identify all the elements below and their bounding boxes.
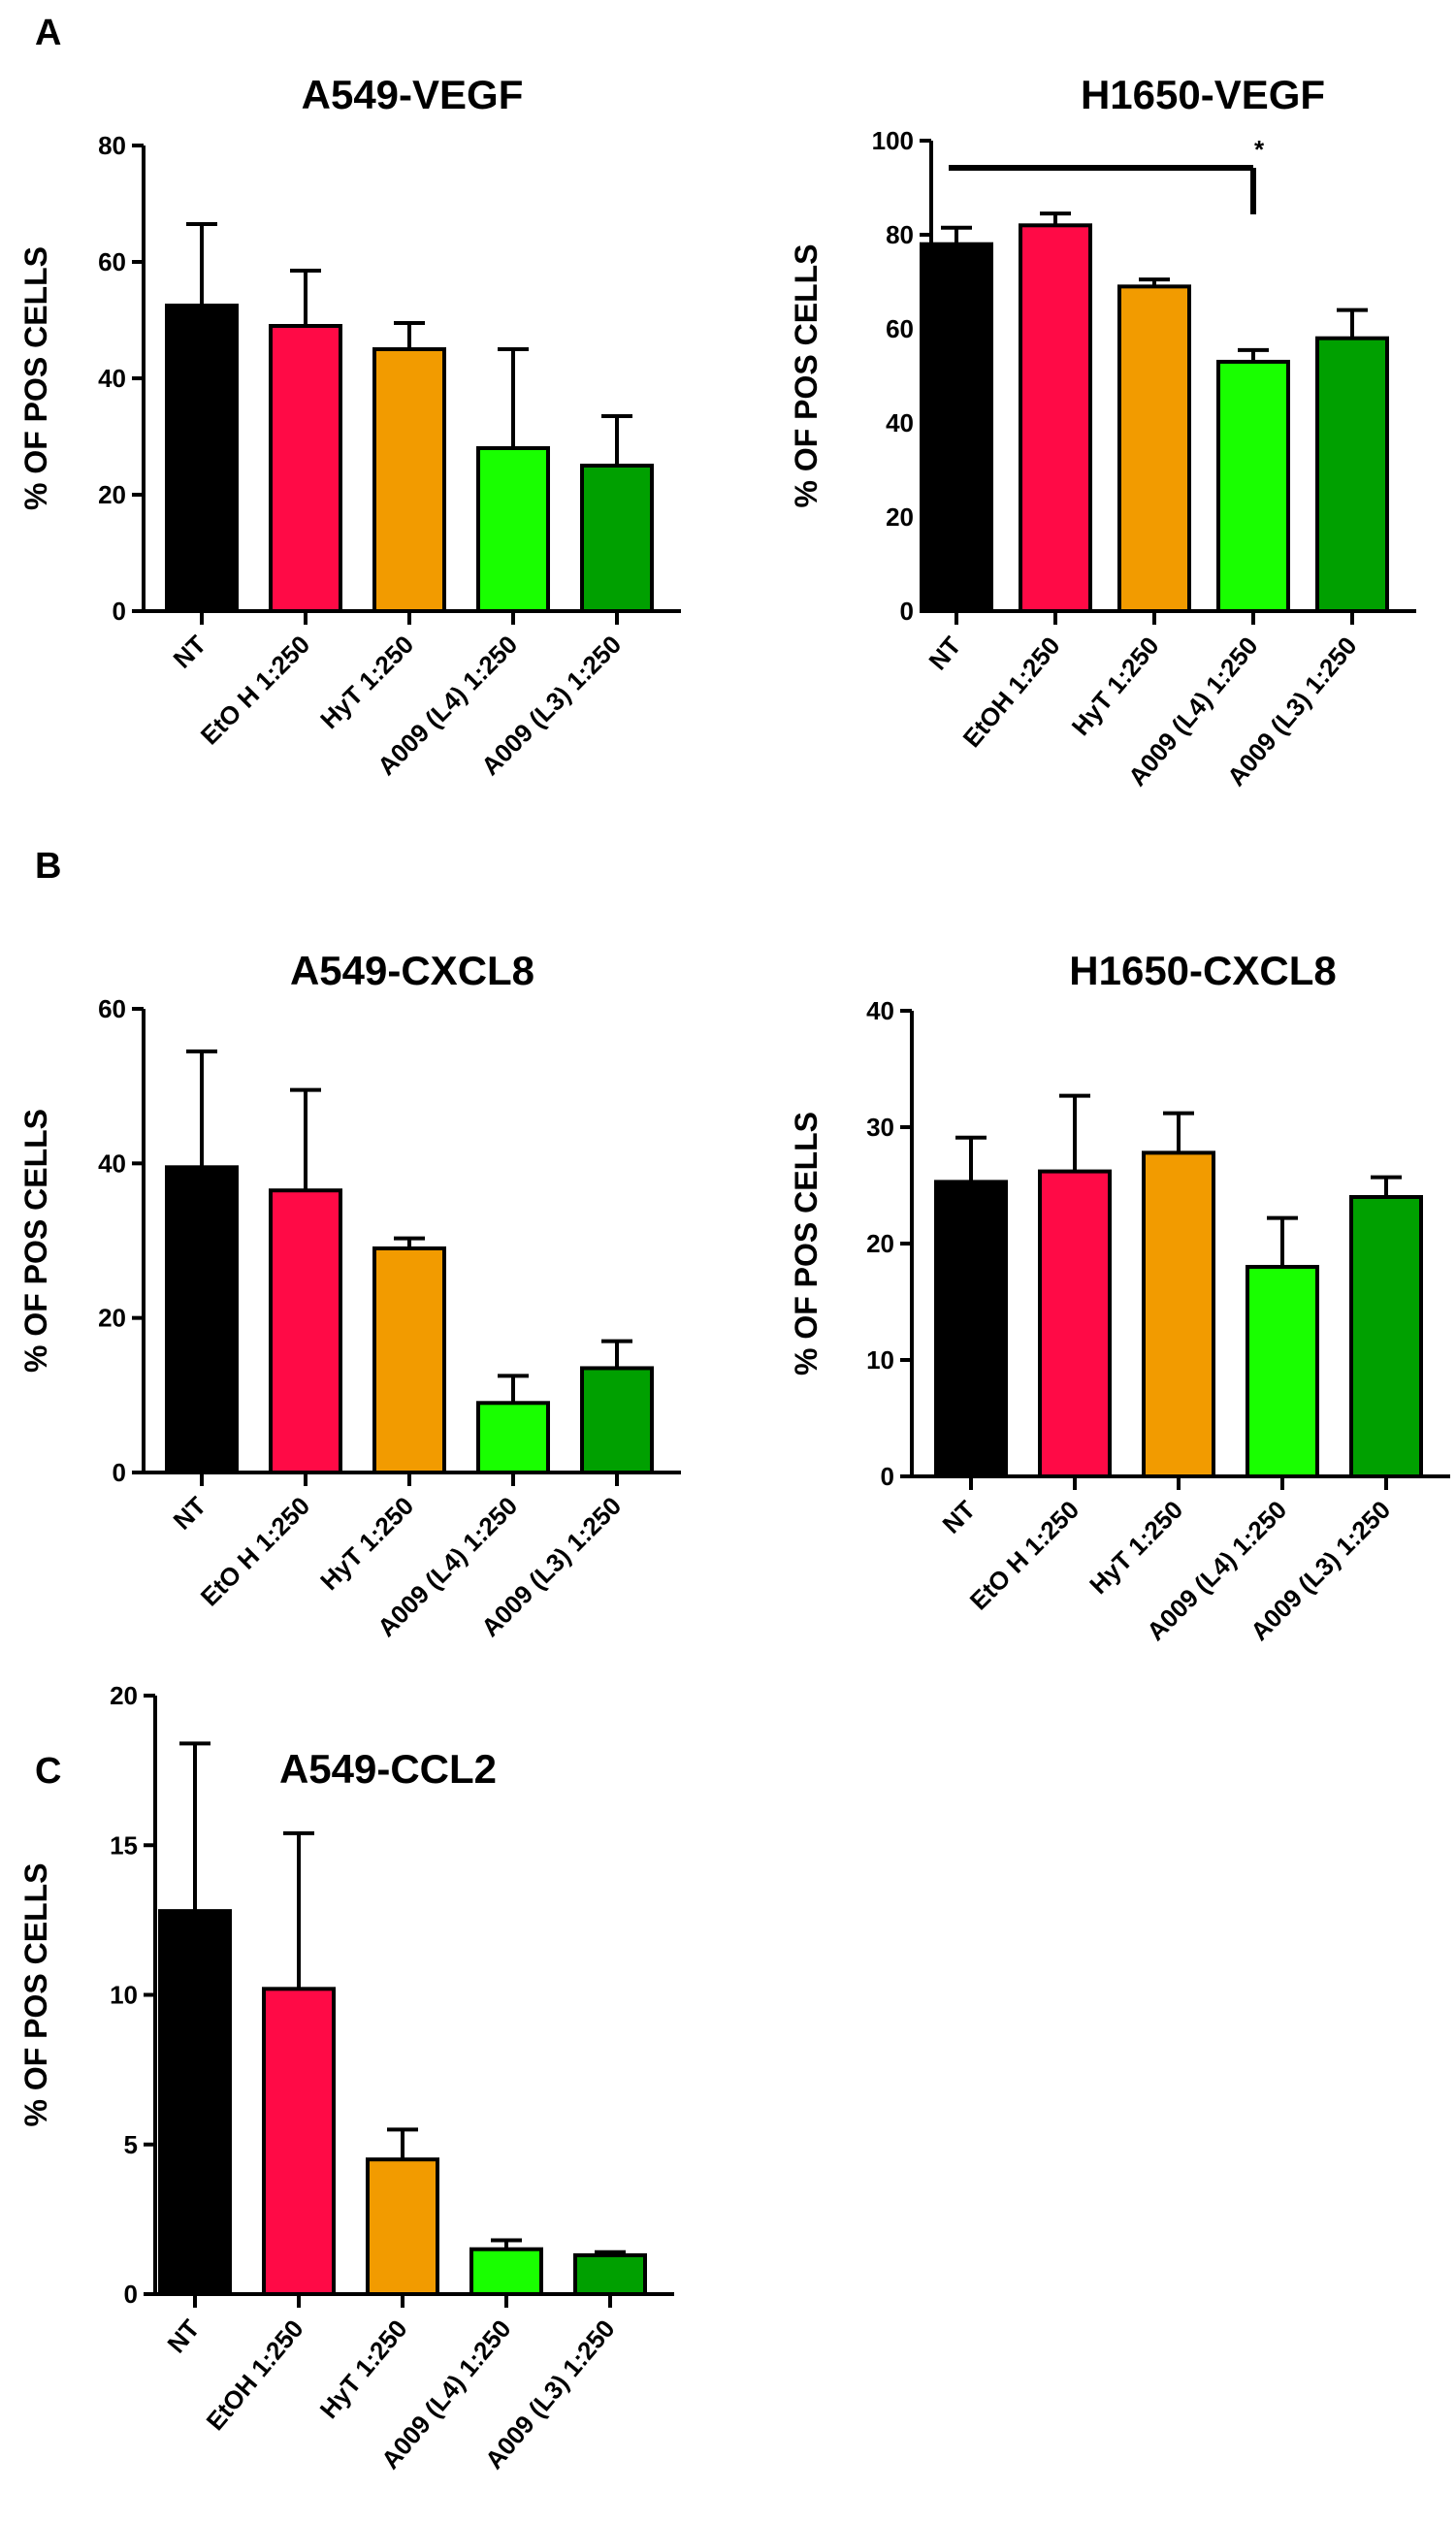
bar-a549-vegf-1	[269, 324, 342, 613]
y-tick-label: 20	[98, 480, 126, 509]
y-tick-label: 0	[881, 1462, 894, 1491]
bar-a549-vegf-2	[372, 347, 446, 613]
x-tick-label: EtOH 1:250	[200, 2314, 308, 2437]
bar-a549-cxcl8-2	[372, 1246, 446, 1475]
y-tick-label: 20	[866, 1229, 894, 1258]
y-tick-label: 0	[124, 2280, 138, 2309]
bar-h1650-cxcl8-1	[1038, 1169, 1112, 1478]
y-axis-label: % OF POS CELLS	[789, 1112, 824, 1375]
y-tick-label: 40	[98, 1149, 126, 1178]
x-tick-label: HyT 1:250	[314, 630, 419, 734]
y-tick-label: 40	[886, 408, 914, 437]
bar-h1650-vegf-2	[1117, 284, 1191, 613]
y-tick-label: 15	[110, 1830, 138, 1860]
bar-a549-ccl2-1	[262, 1987, 336, 2297]
panel-label-a: A	[35, 13, 61, 53]
y-tick-label: 0	[113, 597, 126, 626]
y-tick-label: 80	[886, 220, 914, 249]
x-tick-label: EtO H 1:250	[964, 1495, 1084, 1615]
bar-h1650-vegf-1	[1019, 223, 1092, 614]
y-axis-label: % OF POS CELLS	[18, 246, 53, 510]
bar-h1650-cxcl8-0	[934, 1180, 1008, 1479]
y-tick-label: 5	[124, 2130, 138, 2159]
x-tick-label: HyT 1:250	[314, 2314, 413, 2424]
y-tick-label: 10	[110, 1981, 138, 2010]
bar-h1650-cxcl8-2	[1142, 1150, 1215, 1479]
bar-a549-vegf-4	[580, 464, 654, 613]
y-tick-label: 60	[98, 247, 126, 276]
x-tick-label: HyT 1:250	[1066, 631, 1165, 741]
panel-label-b: B	[35, 846, 61, 887]
y-tick-label: 60	[98, 994, 126, 1023]
bar-a549-ccl2-2	[366, 2157, 439, 2297]
y-tick-label: 30	[866, 1113, 894, 1142]
chart-h1650-cxcl8: H1650-CXCL8 % OF POS CELLS 0 10 20 30 40 NTEtO …	[789, 948, 1450, 1646]
y-axis-label: % OF POS CELLS	[18, 1109, 53, 1373]
y-tick-label: 40	[98, 364, 126, 393]
y-tick-label: 40	[866, 996, 894, 1025]
bar-h1650-vegf-3	[1216, 359, 1290, 613]
y-tick-label: 80	[98, 131, 126, 160]
bar-a549-ccl2-3	[469, 2247, 543, 2297]
chart-title: H1650-CXCL8	[1069, 948, 1336, 993]
bar-a549-cxcl8-3	[476, 1401, 550, 1475]
y-tick-label: 60	[886, 314, 914, 343]
bar-h1650-cxcl8-3	[1246, 1265, 1319, 1478]
y-tick-label: 0	[900, 597, 914, 626]
bar-a549-cxcl8-0	[165, 1165, 239, 1474]
y-tick-label: 100	[872, 126, 914, 155]
x-tick-label: EtO H 1:250	[195, 1491, 315, 1611]
bar-a549-cxcl8-1	[269, 1188, 342, 1474]
y-axis-label: % OF POS CELLS	[18, 1862, 53, 2126]
bar-a549-ccl2-0	[158, 1909, 232, 2296]
bar-a549-cxcl8-4	[580, 1366, 654, 1474]
y-tick-label: 20	[886, 502, 914, 532]
y-tick-label: 20	[98, 1304, 126, 1333]
bar-a549-vegf-0	[165, 304, 239, 613]
bar-a549-ccl2-4	[573, 2252, 647, 2297]
panel-label-c: C	[35, 1751, 61, 1792]
y-axis-label: % OF POS CELLS	[789, 243, 824, 507]
y-tick-label: 0	[113, 1458, 126, 1487]
x-tick-label: NT	[161, 2314, 205, 2358]
y-tick-label: 10	[866, 1345, 894, 1375]
x-tick-label: HyT 1:250	[314, 1491, 419, 1596]
bar-h1650-vegf-4	[1315, 336, 1389, 613]
chart-title: H1650-VEGF	[1081, 72, 1325, 117]
significance-label: *	[1254, 135, 1265, 164]
x-tick-label: NT	[168, 1491, 212, 1536]
x-tick-label: EtO H 1:250	[195, 630, 315, 750]
bar-h1650-cxcl8-4	[1349, 1195, 1423, 1478]
bar-h1650-vegf-0	[920, 242, 993, 613]
x-tick-label: EtOH 1:250	[956, 631, 1065, 754]
x-tick-label: NT	[922, 631, 966, 675]
x-tick-label: NT	[937, 1495, 982, 1539]
chart-title: A549-CCL2	[279, 1746, 497, 1792]
y-tick-label: 20	[110, 1681, 138, 1710]
x-tick-label: HyT 1:250	[1084, 1495, 1188, 1600]
chart-title: A549-VEGF	[302, 72, 524, 117]
bar-a549-vegf-3	[476, 446, 550, 613]
chart-title: A549-CXCL8	[290, 948, 534, 993]
x-tick-label: NT	[168, 630, 212, 674]
chart-h1650-vegf: H1650-VEGF % OF POS CELLS 0 20 40 60 80 100 NTEt…	[789, 72, 1416, 792]
